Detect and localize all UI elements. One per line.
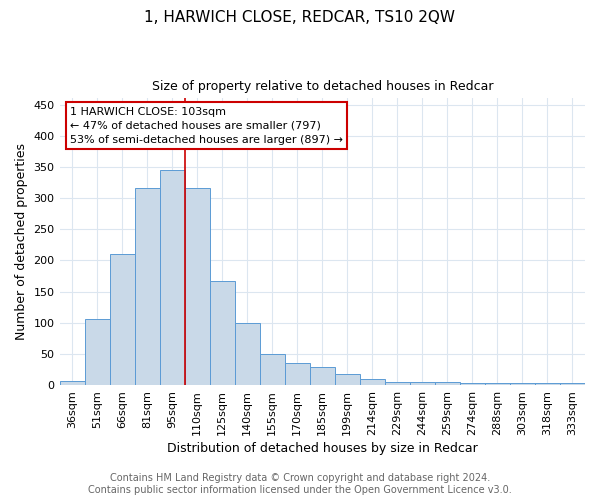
Bar [209,281,235,385]
Bar [560,383,585,385]
Bar [410,382,435,385]
Bar [235,324,260,385]
Bar [160,170,185,385]
Bar [260,354,285,385]
Bar [510,383,535,385]
Bar [535,383,560,385]
Bar [59,382,85,385]
Bar [110,254,134,385]
Bar [460,383,485,385]
Bar [385,382,410,385]
Title: Size of property relative to detached houses in Redcar: Size of property relative to detached ho… [152,80,493,93]
Bar [310,367,335,385]
Bar [134,188,160,385]
Bar [360,379,385,385]
Y-axis label: Number of detached properties: Number of detached properties [15,143,28,340]
Text: 1 HARWICH CLOSE: 103sqm
← 47% of detached houses are smaller (797)
53% of semi-d: 1 HARWICH CLOSE: 103sqm ← 47% of detache… [70,107,343,145]
Bar [285,364,310,385]
X-axis label: Distribution of detached houses by size in Redcar: Distribution of detached houses by size … [167,442,478,455]
Bar [185,188,209,385]
Bar [85,319,110,385]
Bar [435,382,460,385]
Text: Contains HM Land Registry data © Crown copyright and database right 2024.
Contai: Contains HM Land Registry data © Crown c… [88,474,512,495]
Text: 1, HARWICH CLOSE, REDCAR, TS10 2QW: 1, HARWICH CLOSE, REDCAR, TS10 2QW [145,10,455,25]
Bar [485,383,510,385]
Bar [335,374,360,385]
